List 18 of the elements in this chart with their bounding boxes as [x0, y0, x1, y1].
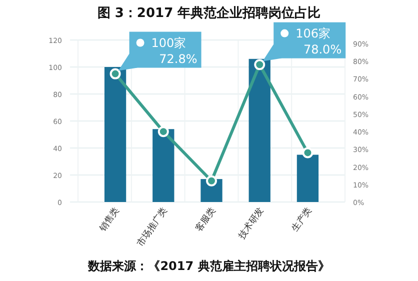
source-note: 数据来源：《2017 典范雇主招聘状况报告》 — [87, 259, 330, 273]
point — [206, 175, 217, 186]
bar — [152, 129, 174, 202]
point — [110, 68, 121, 80]
point — [302, 147, 314, 158]
bar — [104, 67, 126, 202]
annotation: 100家 72.8% — [151, 36, 198, 66]
x-tick-label: 技术研发 — [236, 205, 266, 242]
x-tick-label: 市场推广类 — [135, 205, 170, 249]
annotation: 106家 78.0% — [296, 26, 342, 56]
x-tick-label: 销售类 — [96, 205, 122, 235]
bar — [296, 154, 319, 202]
x-tick-label: 生产类 — [290, 205, 314, 234]
point — [254, 59, 266, 70]
x-tick-label: 客服类 — [193, 205, 218, 234]
chart-title: 图 3：2017 年典范企业招聘岗位占比 — [97, 6, 321, 21]
bar — [248, 58, 270, 202]
point — [158, 126, 169, 138]
